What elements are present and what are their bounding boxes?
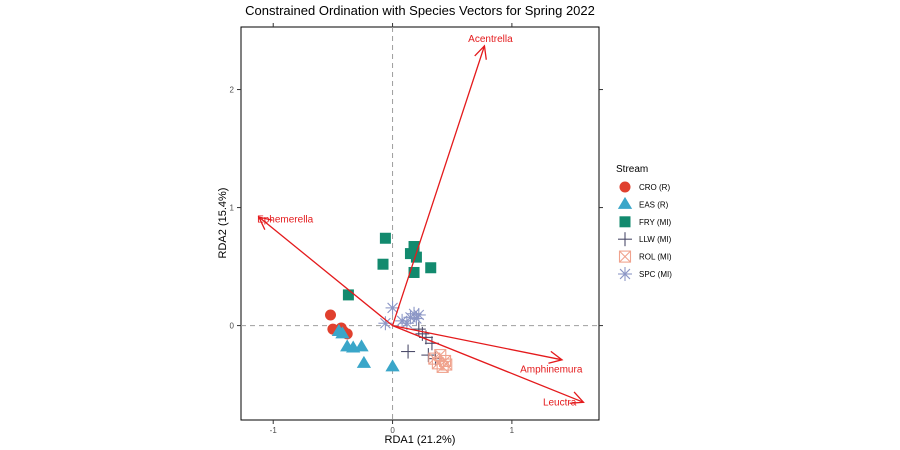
data-point-square bbox=[342, 289, 354, 301]
data-point-plus bbox=[401, 344, 416, 359]
legend-title: Stream bbox=[616, 164, 648, 175]
legend-key-asterisk bbox=[618, 267, 632, 281]
data-point-plus bbox=[415, 326, 430, 341]
species-vector bbox=[392, 324, 563, 361]
data-point-square bbox=[408, 266, 420, 278]
y-tick-label: 0 bbox=[230, 322, 235, 331]
data-point-square bbox=[404, 248, 416, 260]
legend-key-boxcross bbox=[618, 250, 632, 263]
legend: Stream CRO (R) EAS (R) FRY (MI) LLW (MI) ROL… bbox=[616, 164, 672, 281]
vector-label: Amphinemura bbox=[520, 364, 583, 375]
data-point-circle bbox=[325, 309, 336, 321]
plot-area: -1 0 1 0 1 2 Acentrella Ephemerella Amphinemura L… bbox=[230, 23, 603, 435]
x-tick-label: 1 bbox=[510, 426, 515, 435]
chart-title: Constrained Ordination with Species Vect… bbox=[245, 3, 595, 18]
data-point-boxcross bbox=[440, 358, 453, 371]
legend-key-square bbox=[619, 216, 631, 228]
legend-label: CRO (R) bbox=[639, 183, 670, 192]
x-axis-title: RDA1 (21.2%) bbox=[385, 434, 456, 446]
data-point-triangle bbox=[385, 359, 400, 372]
data-point-triangle bbox=[354, 339, 369, 352]
y-tick-label: 2 bbox=[230, 86, 235, 95]
vector-arrowhead bbox=[257, 216, 273, 230]
legend-label: LLW (MI) bbox=[639, 235, 672, 244]
species-vector bbox=[392, 324, 584, 403]
data-point-asterisk bbox=[378, 316, 393, 331]
data-point-square bbox=[377, 258, 389, 270]
y-axis-title: RDA2 (15.4%) bbox=[217, 188, 229, 259]
data-point-asterisk bbox=[409, 311, 424, 326]
data-point-square bbox=[425, 262, 437, 274]
vector-label: Leuctra bbox=[543, 397, 577, 408]
legend-key-plus bbox=[618, 232, 632, 247]
legend-label: FRY (MI) bbox=[639, 218, 671, 227]
data-point-square bbox=[408, 241, 420, 253]
vector-arrowhead bbox=[548, 350, 564, 364]
legend-key-triangle bbox=[617, 196, 633, 209]
data-point-square bbox=[379, 232, 391, 244]
species-vector bbox=[391, 45, 486, 326]
x-tick-label: -1 bbox=[270, 426, 278, 435]
data-point-square bbox=[410, 251, 422, 263]
legend-label: EAS (R) bbox=[639, 200, 669, 209]
plot-border bbox=[240, 26, 600, 421]
y-tick-label: 1 bbox=[230, 204, 235, 213]
vector-label: Acentrella bbox=[468, 34, 513, 45]
data-point-asterisk bbox=[411, 307, 426, 322]
data-point-triangle bbox=[356, 355, 372, 368]
legend-label: ROL (MI) bbox=[639, 253, 672, 262]
x-tick-label: 0 bbox=[390, 426, 395, 435]
legend-key-circle bbox=[619, 181, 631, 193]
data-point-triangle bbox=[335, 326, 350, 339]
vector-arrowhead bbox=[569, 391, 585, 404]
legend-label: SPC (MI) bbox=[639, 270, 672, 279]
vector-label: Ephemerella bbox=[257, 214, 314, 225]
species-vector bbox=[258, 216, 393, 327]
data-point-asterisk bbox=[385, 300, 400, 315]
vector-arrowhead bbox=[474, 44, 487, 60]
